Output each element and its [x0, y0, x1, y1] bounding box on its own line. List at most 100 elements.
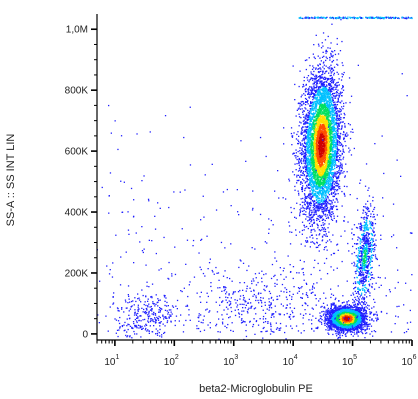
event-point	[326, 160, 328, 162]
event-point	[330, 136, 332, 138]
event-point	[325, 204, 327, 206]
event-point	[329, 85, 332, 87]
event-point	[320, 171, 322, 173]
event-point	[320, 135, 322, 138]
event-point	[302, 155, 305, 157]
event-point	[318, 187, 320, 189]
event-point	[299, 147, 301, 149]
event-point	[314, 139, 316, 141]
event-point	[327, 111, 329, 113]
event-point	[319, 132, 321, 135]
event-point	[329, 162, 331, 164]
event-point	[301, 188, 303, 191]
event-point	[312, 83, 314, 85]
event-point	[323, 198, 325, 200]
event-point	[309, 187, 311, 189]
event-point	[322, 191, 324, 193]
event-point	[327, 160, 329, 162]
event-point	[323, 146, 326, 148]
event-point	[314, 161, 316, 164]
event-point	[333, 124, 336, 126]
event-point	[310, 90, 312, 92]
event-point	[334, 154, 336, 156]
event-point	[317, 89, 320, 92]
event-point	[333, 125, 335, 127]
event-point	[309, 172, 311, 174]
event-point	[313, 81, 315, 83]
event-point	[317, 64, 319, 66]
event-point	[334, 167, 336, 170]
event-point	[342, 74, 344, 76]
event-point	[315, 102, 317, 105]
event-point	[301, 127, 303, 129]
event-point	[324, 136, 326, 138]
event-point	[321, 70, 323, 72]
event-point	[317, 108, 319, 110]
event-point	[296, 158, 298, 161]
event-point	[316, 125, 318, 127]
event-point	[328, 141, 330, 143]
event-point	[333, 66, 336, 68]
event-point	[318, 209, 320, 211]
event-point	[320, 150, 322, 152]
event-point	[318, 172, 320, 174]
event-point	[328, 139, 330, 141]
event-point	[326, 88, 328, 91]
event-point	[337, 123, 339, 125]
event-point	[328, 188, 330, 190]
event-point	[325, 139, 327, 141]
event-point	[335, 132, 338, 134]
event-point	[338, 114, 340, 116]
event-point	[308, 204, 311, 206]
event-point	[306, 201, 308, 203]
event-point	[329, 189, 332, 191]
event-point	[325, 59, 327, 62]
event-point	[333, 153, 335, 155]
event-point	[325, 154, 328, 156]
event-point	[316, 81, 318, 83]
event-point	[310, 202, 312, 205]
event-point	[304, 154, 306, 157]
event-point	[310, 197, 312, 199]
event-point	[317, 99, 320, 101]
event-point	[342, 108, 344, 110]
event-point	[319, 145, 321, 148]
event-point	[319, 138, 321, 140]
event-point	[321, 194, 323, 197]
event-point	[328, 177, 330, 180]
event-point	[331, 158, 333, 160]
event-point	[325, 194, 328, 196]
event-point	[326, 112, 328, 114]
event-point	[307, 122, 309, 124]
event-point	[321, 161, 323, 164]
event-point	[310, 198, 312, 200]
event-point	[329, 187, 331, 189]
event-point	[336, 147, 338, 149]
event-point	[322, 135, 324, 138]
event-point	[305, 68, 307, 71]
event-point	[323, 126, 325, 129]
event-point	[332, 146, 334, 148]
event-point	[327, 92, 329, 95]
event-point	[301, 169, 303, 172]
event-point	[332, 160, 335, 162]
event-point	[337, 97, 339, 99]
event-point	[328, 161, 330, 163]
event-point	[336, 59, 338, 61]
event-point	[309, 225, 312, 227]
event-point	[331, 105, 334, 107]
event-point	[329, 213, 331, 215]
event-point	[320, 116, 322, 118]
event-point	[341, 190, 343, 193]
event-point	[327, 165, 329, 167]
event-point	[306, 175, 308, 177]
event-point	[306, 142, 308, 144]
event-point	[330, 129, 332, 132]
event-point	[297, 108, 299, 110]
event-point	[322, 84, 324, 86]
event-point	[335, 148, 338, 150]
event-point	[309, 122, 311, 125]
event-point	[317, 157, 319, 159]
event-point	[316, 133, 318, 135]
event-point	[325, 93, 327, 95]
